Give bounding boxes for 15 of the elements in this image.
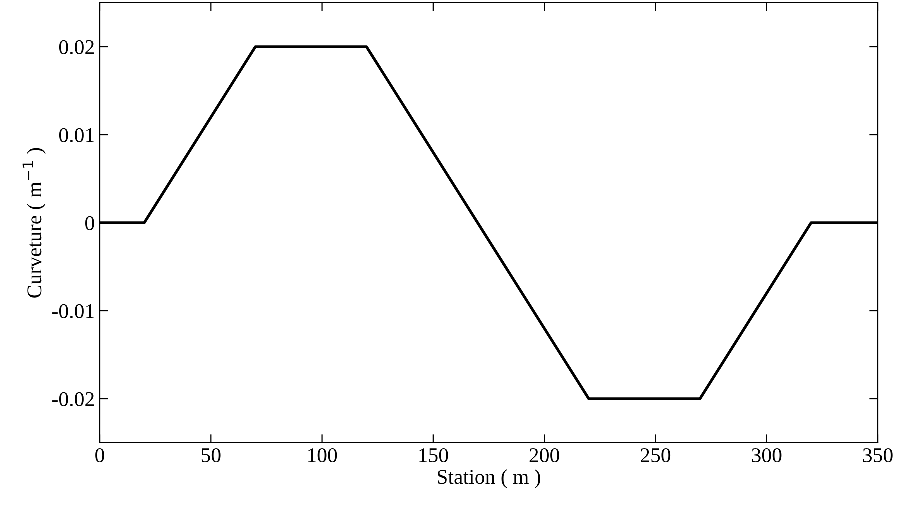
y-tick-label: -0.02 [52,392,94,407]
y-axis-title: Curveture ( m$^{−1}$ ) [22,148,46,298]
x-tick-label: 150 [420,448,448,463]
y-tick-label: 0.01 [59,128,94,143]
x-axis-title: Station ( m ) [438,470,540,488]
x-tick-label: 0 [96,448,104,463]
x-tick-label: 300 [752,448,782,463]
x-tick-label: 200 [530,448,560,463]
y-tick-label: 0.02 [59,40,94,55]
y-tick-label: -0.01 [52,304,94,319]
y-tick-label: 0 [86,216,94,230]
x-tick-label: 100 [308,448,338,463]
x-tick-label: 250 [641,448,671,463]
x-tick-label: 350 [863,448,893,463]
x-tick-label: 50 [202,448,221,463]
